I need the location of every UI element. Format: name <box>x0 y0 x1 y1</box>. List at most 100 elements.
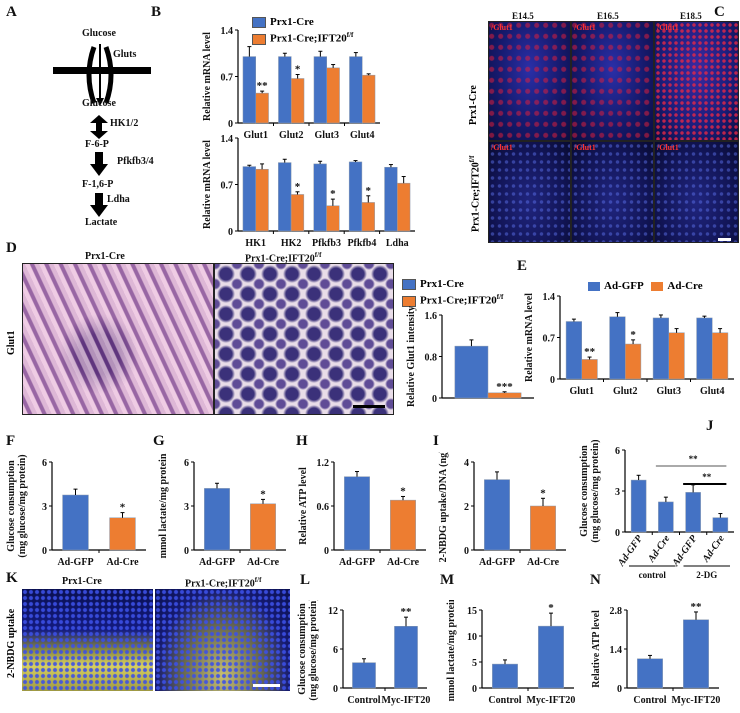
bar <box>652 317 669 380</box>
y-tick-label: 0.7 <box>221 181 234 192</box>
x-tick-label: Ad-GFP <box>339 557 375 568</box>
bar <box>625 343 642 380</box>
legend-label: Prx1-Cre <box>270 16 314 28</box>
bar <box>349 56 363 124</box>
y-tick-label: 3 <box>184 502 189 513</box>
significance-mark: ** <box>702 472 712 482</box>
panel-label-f: F <box>6 433 16 449</box>
bar <box>630 479 647 533</box>
x-tick-label: Ad-Cre <box>646 533 673 565</box>
bar <box>204 488 230 551</box>
y-tick-label: 1.4 <box>221 26 234 37</box>
down-arrow-icon <box>90 152 108 176</box>
y-tick-label: 0.7 <box>543 334 556 345</box>
y-tick-label: 0 <box>615 528 620 539</box>
x-tick-label: Myc-IFT20 <box>382 695 431 706</box>
x-tick-label: Control <box>633 695 666 706</box>
significance-mark: * <box>330 188 336 200</box>
y-tick-label: 6 <box>184 458 189 469</box>
y-tick-label: 0 <box>42 546 47 557</box>
ihc-ift20-ko <box>214 263 394 415</box>
bar <box>492 663 518 689</box>
panel-label-e: E <box>517 258 528 274</box>
bar <box>637 658 663 689</box>
y-tick-label: 1.4 <box>543 292 556 303</box>
x-tick-label: Myc-IFT20 <box>527 695 576 706</box>
panel-label-c: C <box>714 4 725 20</box>
significance-mark: * <box>540 487 546 499</box>
chart-b-bottom: 0 0.7 1.4 Relative mRNA level HK1 * HK2 * Pfkfb3… <box>202 134 415 249</box>
legend-swatch-orange <box>252 33 266 45</box>
x-tick-label: Ad-Cre <box>106 557 139 568</box>
transporter-icon <box>86 44 114 106</box>
y-axis-label: 2-NBDG uptake/DNA (ng) <box>438 452 449 562</box>
y-tick-label: 0 <box>472 684 477 695</box>
x-tick-label: Glut2 <box>279 130 303 141</box>
significance-mark: ** <box>691 601 703 613</box>
significance-mark: * <box>295 64 301 76</box>
legend-label: Ad-Cre <box>667 280 703 292</box>
panel-label-d: D <box>6 240 17 256</box>
lactate-label: Lactate <box>85 217 118 228</box>
bar <box>454 345 489 399</box>
y-axis-label: Glucose consumption <box>297 603 308 695</box>
legend-sup: f/f <box>346 31 354 39</box>
significance-mark: ** <box>257 80 269 92</box>
y-tick-label: 0 <box>184 546 189 557</box>
y-tick-label: 1.6 <box>425 311 438 322</box>
x-tick-label: Pfkfb4 <box>347 238 376 249</box>
double-arrow-icon <box>90 115 108 139</box>
y-axis-label: Glucose consumption <box>6 460 17 552</box>
significance-mark: ** <box>584 346 596 358</box>
legend-sup: f/f <box>496 293 504 301</box>
bar <box>581 359 598 380</box>
y-tick-label: 6 <box>42 458 47 469</box>
panel-label-b: B <box>151 4 162 20</box>
pfkfb-label: Pfkfb3/4 <box>117 156 154 167</box>
y-tick-label: 15 <box>467 606 477 617</box>
chart-e: 0 0.7 1.4 Relative mRNA level ** Glut1 * Glut2 G… <box>524 292 734 397</box>
legend-label: Prx1-Cre <box>420 278 464 290</box>
x-tick-label: Glut1 <box>570 386 594 397</box>
y-tick-label: 0.7 <box>221 73 234 84</box>
bar <box>685 492 701 533</box>
stain-label: /Glut1 <box>574 143 596 152</box>
x-tick-label: Glut4 <box>350 130 374 141</box>
column-label: Prx1-Cre <box>62 576 102 587</box>
bar <box>242 166 256 232</box>
legend-swatch-orange <box>402 295 416 307</box>
bar <box>290 194 305 232</box>
x-tick-label: HK1 <box>245 238 266 249</box>
significance-mark: * <box>366 185 372 197</box>
panel-label-n: N <box>590 572 601 588</box>
bar <box>565 321 582 380</box>
bar <box>712 517 729 533</box>
down-arrow-icon <box>90 193 108 217</box>
y-tick-label: 5 <box>472 658 477 669</box>
y-tick-label: 0 <box>228 227 233 238</box>
chart-i: 0 2 4 2-NBDG uptake/DNA (ng) Ad-GFP * Ad-Cre <box>438 452 566 568</box>
row-label: Glut1 <box>6 330 17 355</box>
x-tick-label: Ad-Cre <box>387 557 420 568</box>
y-axis-label: Relative Glut1 intensity <box>406 306 417 407</box>
bar <box>384 166 398 232</box>
x-tick-label: Glut3 <box>657 386 681 397</box>
chart-n: 0 1.4 2.8 Relative ATP level Control ** Myc-IF… <box>591 601 720 706</box>
legend-swatch-blue <box>588 281 600 291</box>
y-tick-label: 1.4 <box>221 134 234 145</box>
panel-label-m: M <box>440 572 455 588</box>
x-tick-label: HK2 <box>281 238 302 249</box>
legend-b: Prx1-Cre Prx1-Cre;IFT20f/f <box>252 16 353 46</box>
legend-d: Prx1-Cre Prx1-Cre;IFT20f/f <box>402 278 503 308</box>
micrograph-prx1-e14 <box>488 21 571 141</box>
x-tick-label: Ad-GFP <box>479 557 515 568</box>
scale-bar <box>718 238 731 241</box>
y-tick-label: 0 <box>464 546 469 557</box>
bar <box>397 182 411 232</box>
y-tick-label: 0.8 <box>425 353 438 364</box>
x-tick-label: Ad-GFP <box>670 533 700 570</box>
panel-label-k: K <box>6 570 18 586</box>
y-tick-label: 4 <box>464 458 469 469</box>
chart-f: 0 3 6 Glucose consumption (mg glucose/mg pro… <box>6 454 146 568</box>
